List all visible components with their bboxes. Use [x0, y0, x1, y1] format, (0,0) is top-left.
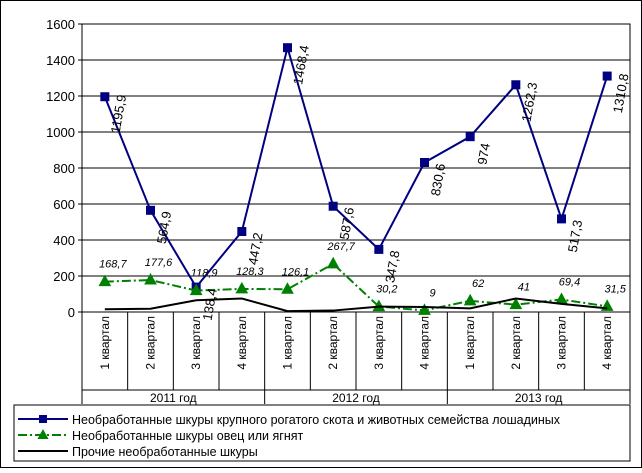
- x-tick-label: 1 квартал: [463, 316, 477, 370]
- y-tick-label: 600: [53, 197, 75, 212]
- x-tick-label: 2 квартал: [509, 316, 523, 370]
- data-label-sheep: 69,4: [559, 277, 580, 289]
- data-point-triangle: [509, 297, 523, 310]
- data-point-triangle: [281, 282, 294, 294]
- y-tick-label: 200: [53, 269, 75, 284]
- x-group-label: 2013 год: [515, 391, 563, 405]
- x-tick-label: 4 квартал: [600, 316, 614, 370]
- data-label-sheep: 177,6: [145, 257, 173, 269]
- data-label-cattle: 587,6: [337, 206, 357, 241]
- data-label-sheep: 126,1: [282, 266, 310, 278]
- x-tick-label: 3 квартал: [372, 316, 386, 370]
- legend-box: [13, 404, 631, 462]
- x-group-label: 2012 год: [332, 391, 380, 405]
- data-point-triangle: [372, 299, 386, 312]
- y-tick-label: 1000: [46, 125, 75, 140]
- legend-label: Прочие необработанные шкуры: [72, 445, 258, 459]
- x-axis: 1 квартал 2 квартал 3 квартал 4 квартал 1 кв…: [81, 312, 631, 405]
- data-label-cattle: 347,8: [382, 249, 402, 284]
- data-point-square: [146, 205, 155, 215]
- y-tick-label: 800: [53, 161, 75, 176]
- data-point-square: [557, 214, 566, 224]
- legend-marker-square: [39, 415, 47, 423]
- data-point-triangle: [418, 303, 431, 315]
- series-line: [103, 43, 609, 289]
- y-tick-label: 400: [53, 233, 75, 248]
- y-tick-label: 0: [68, 305, 75, 320]
- legend-marker-triangle: [37, 429, 49, 439]
- data-point-square: [465, 132, 475, 142]
- data-label-sheep: 9: [429, 287, 435, 299]
- data-label-sheep: 41: [518, 282, 530, 294]
- data-label-cattle: 1310,8: [610, 72, 632, 114]
- data-point-triangle: [98, 274, 112, 287]
- y-axis: 0 200 400 600 800 1000 1200 1400 1600: [46, 17, 82, 320]
- legend: Необработанные шкуры крупного рогатого с…: [13, 404, 631, 462]
- data-label-cattle: 974: [474, 142, 493, 166]
- series-line: [104, 297, 608, 313]
- series-layer: [98, 43, 614, 315]
- x-tick-label: 2 квартал: [326, 316, 340, 370]
- legend-label: Необработанные шкуры крупного рогатого с…: [72, 413, 561, 427]
- data-label-cattle: 1262,3: [519, 81, 541, 123]
- data-label-cattle: 138,4: [200, 287, 220, 322]
- data-label-sheep: 118,9: [191, 268, 218, 280]
- data-label-sheep: 62: [472, 278, 484, 290]
- y-tick-label: 1600: [46, 17, 75, 32]
- x-tick-label: 2 квартал: [144, 316, 158, 370]
- y-tick-label: 1400: [46, 53, 75, 68]
- legend-label: Необработанные шкуры овец или ягнят: [72, 429, 304, 443]
- data-point-square: [328, 201, 338, 211]
- data-label-cattle: 564,9: [154, 210, 174, 245]
- x-tick-label: 1 квартал: [281, 316, 295, 370]
- x-group-label: 2011 год: [150, 391, 197, 405]
- x-tick-label: 1 квартал: [98, 316, 112, 370]
- data-point-triangle: [235, 281, 249, 294]
- x-tick-label: 3 квартал: [189, 316, 203, 370]
- data-point-square: [100, 92, 110, 102]
- data-label-cattle: 1468,4: [290, 44, 312, 86]
- data-point-square: [602, 71, 612, 81]
- data-label-cattle: 1195,9: [108, 94, 130, 135]
- data-label-cattle: 517,3: [565, 219, 585, 254]
- data-point-square: [237, 227, 247, 237]
- data-point-square: [374, 244, 384, 254]
- x-tick-label: 4 квартал: [418, 316, 432, 370]
- data-label-sheep: 128,3: [236, 266, 264, 278]
- data-point-square: [420, 157, 429, 167]
- x-tick-label: 3 квартал: [555, 316, 569, 370]
- data-point-triangle: [144, 272, 157, 285]
- data-point-triangle: [189, 283, 203, 296]
- y-tick-label: 1200: [46, 89, 75, 104]
- data-point-square: [511, 80, 521, 90]
- data-label-cattle: 447,2: [245, 231, 265, 266]
- data-labels-layer: 1195,9 564,9 138,4 447,2 1468,4 587,6 347,8 830…: [99, 44, 632, 322]
- data-label-sheep: 267,7: [326, 241, 355, 253]
- data-label-sheep: 168,7: [99, 259, 127, 271]
- data-label-sheep: 31,5: [604, 283, 626, 295]
- data-point-square: [283, 43, 292, 53]
- data-label-cattle: 830,6: [428, 162, 448, 197]
- data-point-triangle: [326, 256, 340, 269]
- x-tick-label: 4 квартал: [235, 316, 249, 370]
- data-point-triangle: [463, 293, 477, 306]
- series-line: [104, 262, 608, 312]
- data-label-sheep: 30,2: [376, 284, 397, 296]
